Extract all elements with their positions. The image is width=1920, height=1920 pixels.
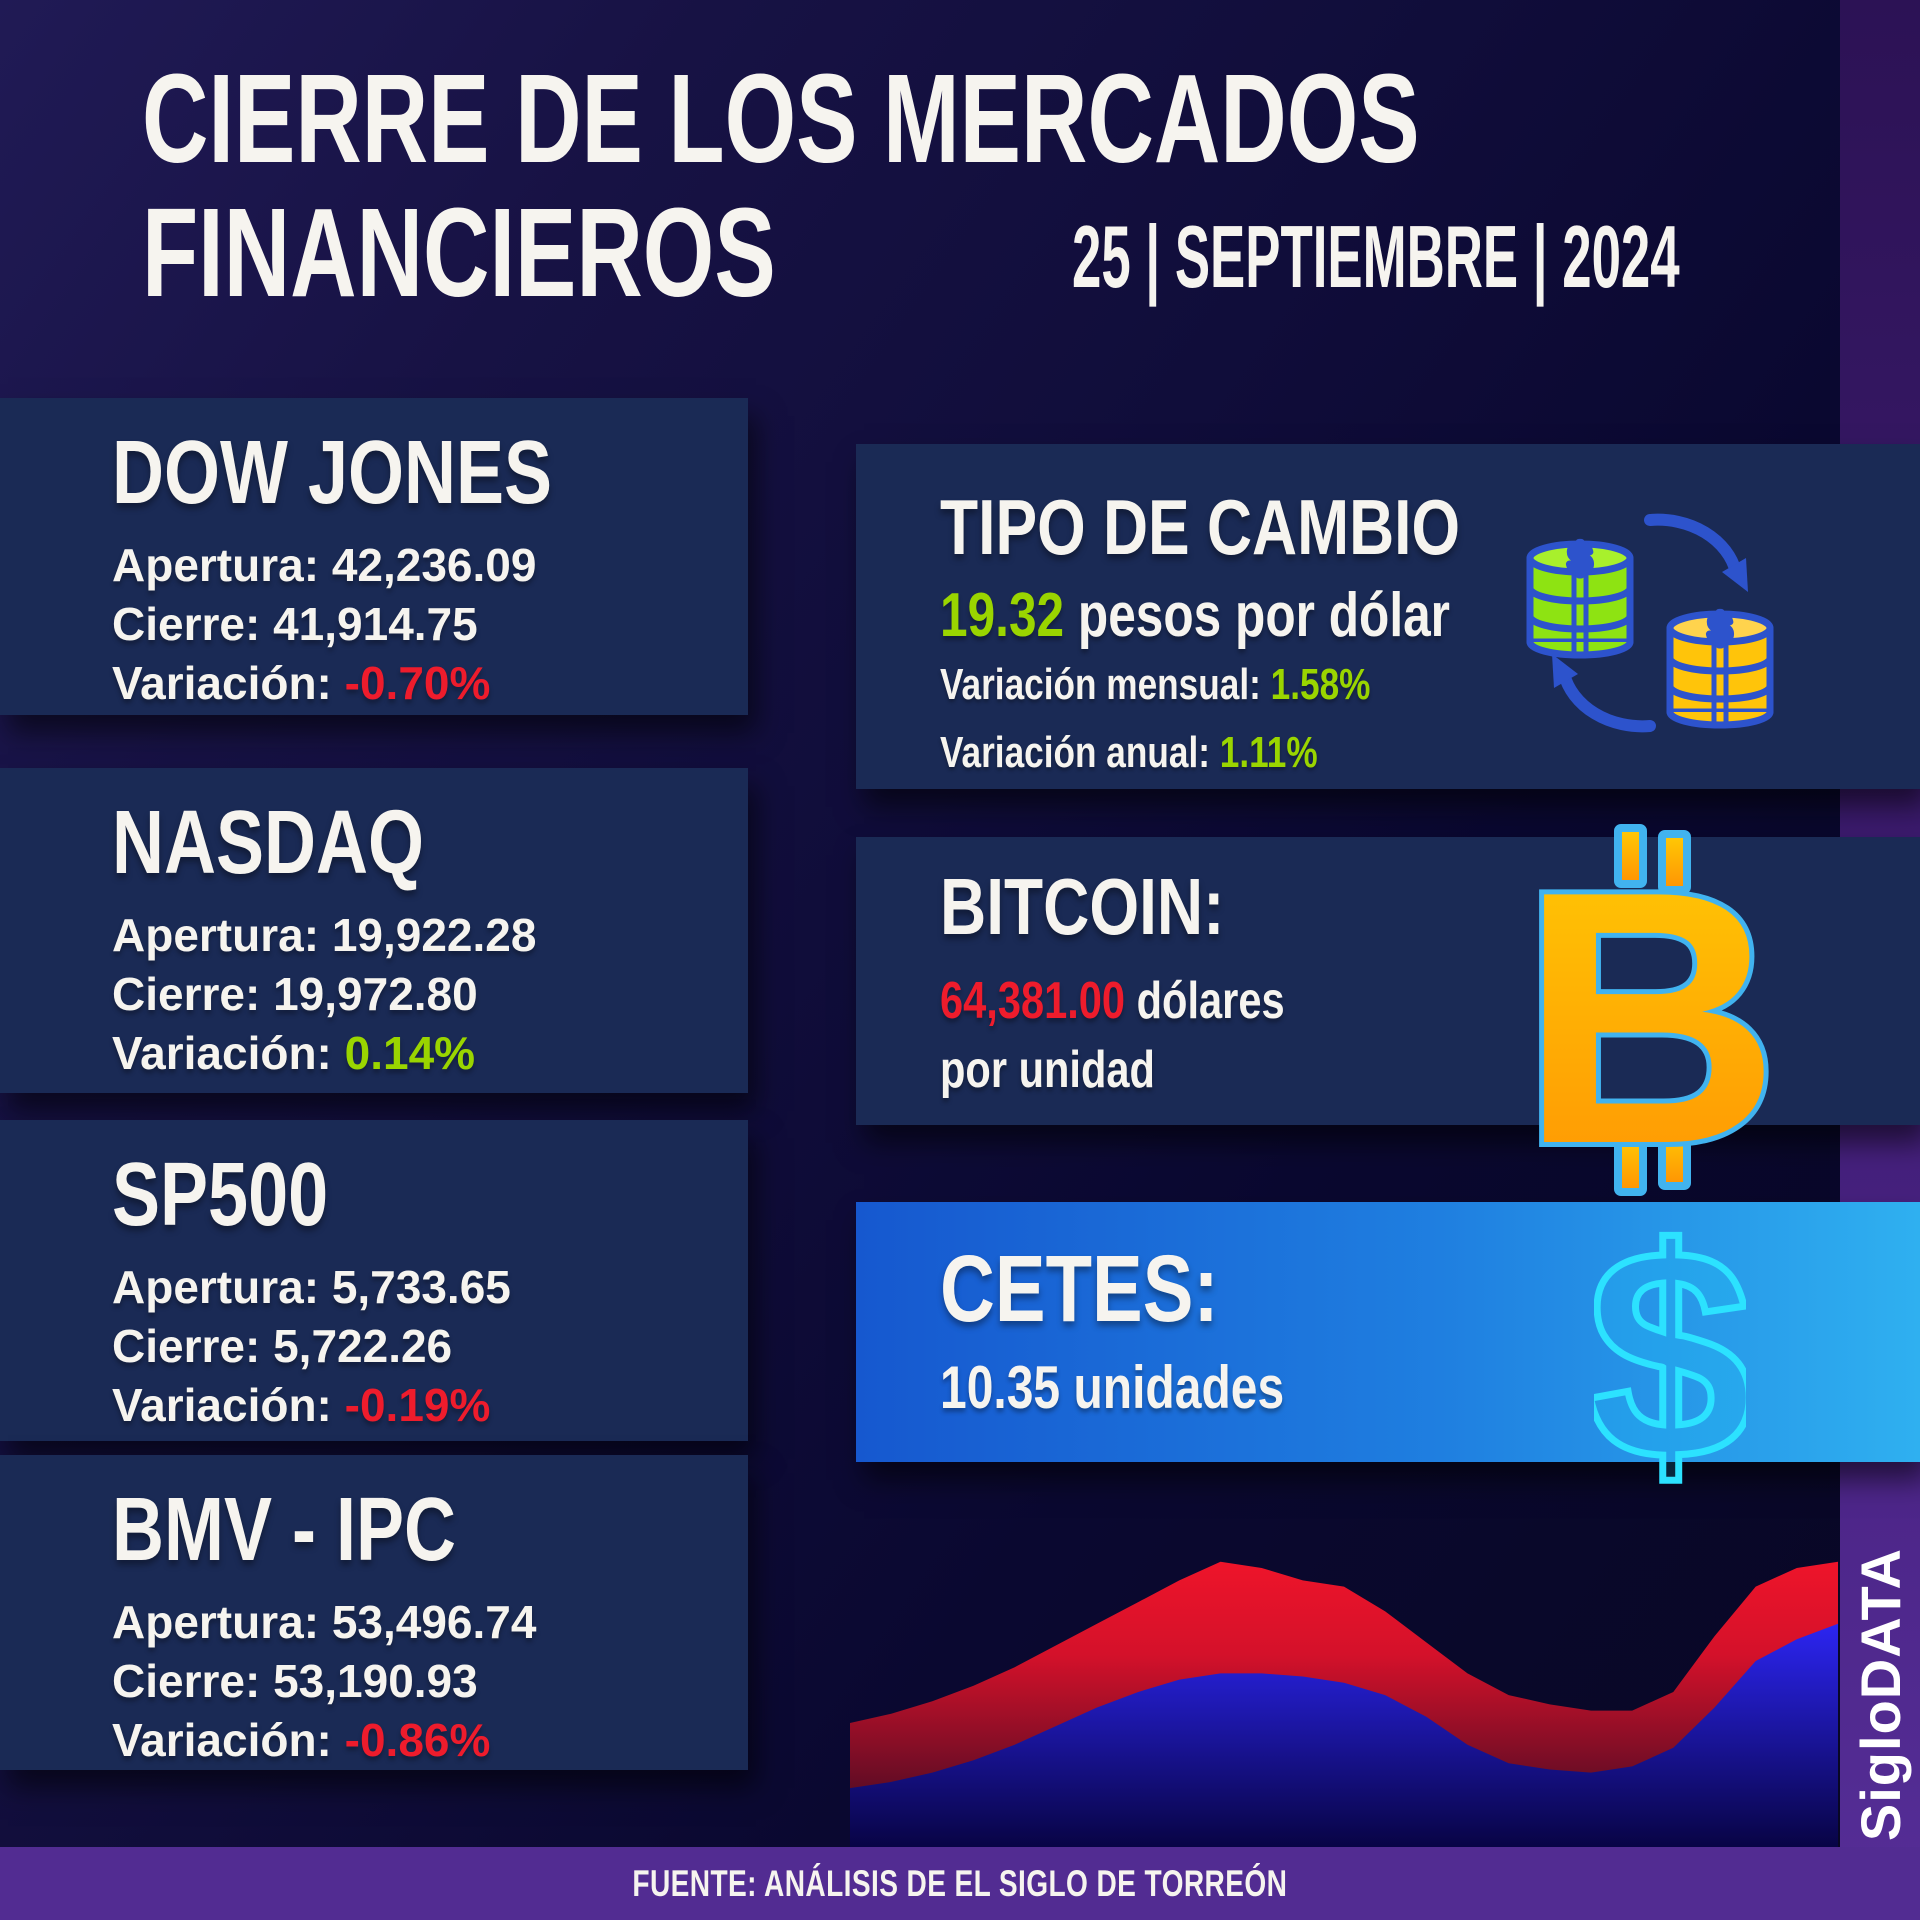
stat-value: 19,972.80 xyxy=(273,967,478,1020)
variation-value: 0.14% xyxy=(344,1026,476,1079)
stat-value: 5,733.65 xyxy=(331,1261,511,1313)
stat-row-apertura: Apertura: 5,733.65 xyxy=(112,1261,511,1313)
date-badge: 25 | SEPTIEMBRE | 2024 xyxy=(1072,207,1680,306)
exchange-arrow-right-icon xyxy=(1644,513,1748,592)
exchange-monthly-row: Variación mensual: 1.58% xyxy=(940,660,1371,710)
exchange-rate-value: 19.32 xyxy=(940,581,1065,650)
index-panel-title: NASDAQ xyxy=(112,793,425,893)
stat-value: 42,236.09 xyxy=(331,539,537,591)
cetes-panel-title: CETES: xyxy=(940,1236,1219,1342)
exchange-annual-row: Variación anual: 1.11% xyxy=(940,728,1318,778)
stat-row-apertura: Apertura: 42,236.09 xyxy=(112,539,537,591)
stat-row-cierre: Cierre: 19,972.80 xyxy=(112,967,478,1020)
index-panel-title: DOW JONES xyxy=(112,423,553,523)
stat-row-variacion: Variación: -0.86% xyxy=(112,1713,491,1766)
chart-blue-area xyxy=(850,1623,1838,1847)
stat-row-cierre: Cierre: 53,190.93 xyxy=(112,1654,478,1707)
cetes-value-line: 10.35 unidades xyxy=(940,1354,1285,1421)
stat-row-variacion: Variación: 0.14% xyxy=(112,1026,476,1079)
index-panel-nasdaq: NASDAQ Apertura: 19,922.28 Cierre: 19,97… xyxy=(0,768,748,1093)
dollar-glyph: $ xyxy=(1594,1190,1746,1516)
stat-row-variacion: Variación: -0.19% xyxy=(112,1378,491,1431)
variation-value: -0.86% xyxy=(344,1713,491,1766)
stat-value: 53,496.74 xyxy=(331,1596,537,1648)
exchange-monthly-value: 1.58% xyxy=(1270,660,1371,710)
green-coin-stack: $ xyxy=(1526,534,1634,659)
dollar-sign-icon: $ xyxy=(1594,1190,1746,1516)
cetes-panel: CETES: 10.35 unidades xyxy=(856,1202,1920,1462)
index-panel-dow-jones: DOW JONES Apertura: 42,236.09 Cierre: 41… xyxy=(0,398,748,715)
gold-coin-stack: $ xyxy=(1666,604,1774,729)
source-text: FUENTE: ANÁLISIS DE EL SIGLO DE TORREÓN xyxy=(632,1862,1288,1904)
page-title: CIERRE DE LOS MERCADOS FINANCIEROS xyxy=(142,52,1892,319)
index-panel-sp500: SP500 Apertura: 5,733.65 Cierre: 5,722.2… xyxy=(0,1120,748,1441)
stat-value: 5,722.26 xyxy=(273,1319,453,1372)
bitcoin-price-line: 64,381.00 dólares xyxy=(940,972,1285,1030)
coin-dollar-symbol: $ xyxy=(1709,607,1731,651)
stat-row-variacion: Variación: -0.70% xyxy=(112,656,491,709)
index-panel-title: SP500 xyxy=(112,1145,329,1245)
stat-row-cierre: Cierre: 5,722.26 xyxy=(112,1319,453,1372)
variation-value: -0.70% xyxy=(344,656,491,709)
bitcoin-icon: B xyxy=(1532,824,1772,1196)
bitcoin-unit-line: por unidad xyxy=(940,1041,1155,1099)
exchange-arrow-left-icon xyxy=(1552,654,1656,733)
exchange-annual-value: 1.11% xyxy=(1219,728,1318,778)
bitcoin-price-value: 64,381.00 xyxy=(940,972,1126,1030)
bitcoin-b-glyph: B xyxy=(1532,824,1772,1196)
currency-exchange-icon: $ $ xyxy=(1526,513,1774,733)
brand-sigladata: SigloDATA xyxy=(1840,1545,1920,1845)
stat-row-apertura: Apertura: 53,496.74 xyxy=(112,1596,537,1648)
index-panel-title: BMV - IPC xyxy=(112,1480,457,1580)
page-title-line1: CIERRE DE LOS MERCADOS xyxy=(142,48,1420,189)
brand-label: SigloDATA xyxy=(1848,1548,1912,1842)
stat-value: 19,922.28 xyxy=(331,909,537,961)
coin-dollar-symbol: $ xyxy=(1569,537,1591,581)
bitcoin-panel-title: BITCOIN: xyxy=(940,862,1225,951)
market-area-chart xyxy=(850,1561,1838,1847)
stat-row-apertura: Apertura: 19,922.28 xyxy=(112,909,537,961)
stat-value: 53,190.93 xyxy=(273,1654,478,1707)
stat-row-cierre: Cierre: 41,914.75 xyxy=(112,597,478,650)
page-title-line2: FINANCIEROS xyxy=(142,181,776,323)
index-panel-bmv-ipc: BMV - IPC Apertura: 53,496.74 Cierre: 53… xyxy=(0,1455,748,1770)
variation-value: -0.19% xyxy=(344,1378,491,1431)
bitcoin-panel: BITCOIN: 64,381.00 dólares por unidad xyxy=(856,837,1920,1125)
footer-bar: FUENTE: ANÁLISIS DE EL SIGLO DE TORREÓN xyxy=(0,1847,1920,1920)
stat-value: 41,914.75 xyxy=(273,597,478,650)
exchange-panel-title: TIPO DE CAMBIO xyxy=(940,483,1461,571)
exchange-rate-line: 19.32 pesos por dólar xyxy=(940,581,1450,650)
